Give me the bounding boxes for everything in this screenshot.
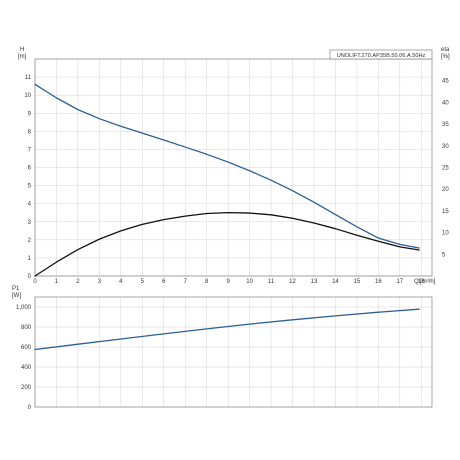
top-y2-tick-labels: 5 10 15 20 25 30 35 40 45 <box>442 79 449 259</box>
y-tick-label: 10 <box>24 93 31 99</box>
x-tick-label: 18 <box>418 279 425 285</box>
y2-axis-unit-eta: [%] <box>441 54 450 60</box>
y-tick-label: 8 <box>28 129 32 135</box>
power-panel: 0 200 400 600 800 1,000 P1 [W] <box>12 286 433 411</box>
x-tick-label: 7 <box>184 279 188 285</box>
y-tick-label: 1 <box>28 256 32 262</box>
model-label-box <box>329 49 433 60</box>
y2-tick-label: 15 <box>442 209 449 215</box>
x-tick-label: 4 <box>119 279 123 285</box>
y-axis-label-p1: P1 <box>12 286 20 292</box>
top-x-tick-labels: 0 1 2 3 4 5 6 7 8 9 10 11 12 13 14 15 16 17 18 <box>33 279 425 285</box>
p1-tick-label: 200 <box>21 385 32 391</box>
y2-tick-label: 40 <box>442 100 449 106</box>
x-tick-label: 9 <box>226 279 230 285</box>
top-grid <box>34 59 432 277</box>
power-curve <box>34 308 420 351</box>
x-tick-label: 10 <box>246 279 253 285</box>
y-tick-label: 6 <box>28 166 32 172</box>
x-tick-label: 12 <box>289 279 296 285</box>
x-tick-label: 11 <box>268 279 275 285</box>
y2-tick-label: 5 <box>442 252 446 258</box>
y2-tick-label: 35 <box>442 122 449 128</box>
chart-title: UNOLIFT.270.AP35B.50.06.A.50Hz <box>337 53 426 59</box>
x-tick-label: 8 <box>205 279 209 285</box>
bottom-y-tick-labels: 0 200 400 600 800 1,000 <box>16 305 32 411</box>
y-tick-label: 9 <box>28 111 32 117</box>
x-axis-label-q: Q <box>414 279 419 285</box>
y-tick-label: 3 <box>28 220 32 226</box>
x-tick-label: 15 <box>354 279 361 285</box>
x-tick-label: 6 <box>162 279 166 285</box>
head-curve <box>34 83 420 249</box>
y-tick-label: 7 <box>28 147 32 153</box>
x-tick-label: 14 <box>332 279 339 285</box>
head-efficiency-panel: 0 1 2 3 4 5 6 7 8 9 10 11 12 13 14 15 16 17 18 01234567891… <box>18 47 450 285</box>
top-series <box>34 83 420 277</box>
y2-tick-label: 10 <box>442 231 449 237</box>
y-tick-label: 0 <box>28 274 32 280</box>
y-tick-label: 11 <box>25 75 32 81</box>
y-tick-label: 2 <box>28 238 32 244</box>
p1-tick-label: 1,000 <box>16 305 32 311</box>
efficiency-curve <box>34 211 420 277</box>
bottom-plot-frame <box>34 296 433 408</box>
x-tick-label: 2 <box>76 279 80 285</box>
y2-tick-label: 30 <box>442 144 449 150</box>
top-y-tick-labels: 0 1 2 3 4 5 6 7 8 9 10 11 <box>24 75 31 280</box>
top-plot-frame <box>34 58 433 277</box>
x-axis-unit-q: [m³/h] <box>420 279 436 285</box>
x-tick-label: 13 <box>311 279 318 285</box>
y2-axis-label-eta: eta <box>441 47 450 53</box>
x-tick-label: 17 <box>396 279 403 285</box>
y-axis-label-h: H <box>20 47 24 53</box>
y2-tick-label: 45 <box>442 79 449 85</box>
p1-tick-label: 0 <box>28 405 32 411</box>
x-tick-label: 3 <box>98 279 102 285</box>
y-axis-unit-h: [m] <box>18 54 27 60</box>
y2-tick-label: 20 <box>442 187 449 193</box>
x-tick-label: 0 <box>33 279 37 285</box>
x-tick-label: 16 <box>375 279 382 285</box>
y-tick-label: 4 <box>28 202 32 208</box>
x-tick-label: 5 <box>141 279 145 285</box>
y-tick-label: 5 <box>28 184 32 190</box>
p1-tick-label: 600 <box>21 345 32 351</box>
y-axis-unit-p1: [W] <box>12 293 21 299</box>
p1-tick-label: 800 <box>21 325 32 331</box>
p1-tick-label: 400 <box>21 365 32 371</box>
bottom-series <box>34 308 420 351</box>
x-tick-label: 1 <box>55 279 59 285</box>
y2-tick-label: 25 <box>442 166 449 172</box>
